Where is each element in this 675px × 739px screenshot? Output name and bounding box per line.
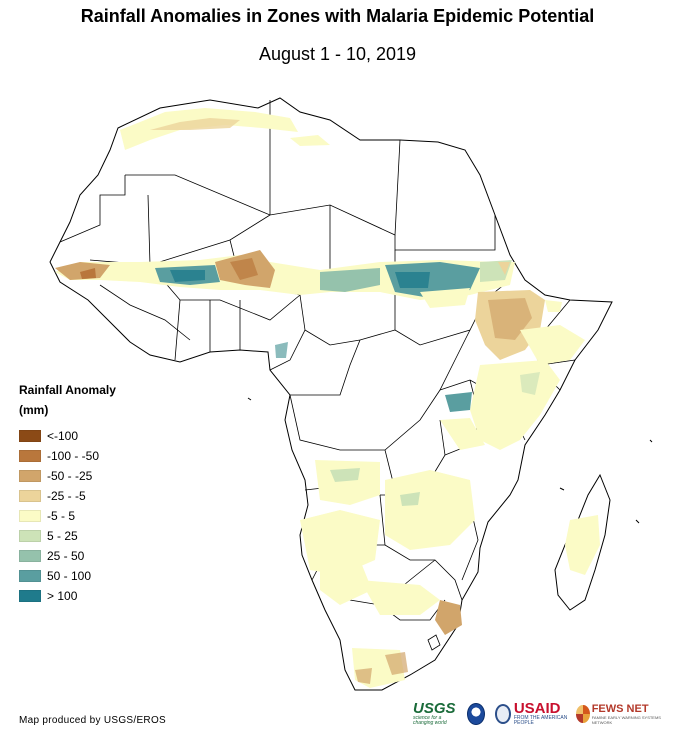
legend-item: > 100 — [19, 586, 116, 606]
fewsnet-logo: FEWS NET FAMINE EARLY WARNING SYSTEMS NE… — [591, 702, 661, 725]
legend-item: 25 - 50 — [19, 546, 116, 566]
legend-item: -50 - -25 — [19, 466, 116, 486]
legend-swatch — [19, 550, 41, 562]
africa-outline — [49, 97, 613, 691]
legend-item: 50 - 100 — [19, 566, 116, 586]
legend-label: 25 - 50 — [47, 549, 85, 563]
fewsnet-tagline: FAMINE EARLY WARNING SYSTEMS NETWORK — [591, 714, 661, 725]
noaa-seal-icon — [467, 703, 485, 725]
legend-items: <-100 -100 - -50 -50 - -25 -25 - -5 -5 - 5 5 … — [19, 426, 116, 606]
legend-label: 50 - 100 — [47, 569, 92, 583]
legend-label: -25 - -5 — [47, 489, 86, 503]
fewsnet-emblem-icon — [575, 705, 590, 723]
legend-swatch — [19, 430, 41, 442]
legend-swatch — [19, 590, 41, 602]
map-credit: Map produced by USGS/EROS — [19, 715, 167, 726]
legend-item: -100 - -50 — [19, 446, 116, 466]
legend-swatch — [19, 450, 41, 462]
usaid-seal-icon — [494, 704, 511, 724]
fewsnet-logo-text: FEWS NET — [591, 702, 649, 715]
island-outline — [247, 397, 653, 524]
map-title: Rainfall Anomalies in Zones with Malaria… — [80, 6, 595, 26]
partner-logos: USGS science for a changing world USAID … — [413, 700, 661, 728]
legend-swatch — [19, 490, 41, 502]
usgs-logo-text: USGS — [413, 700, 456, 717]
legend-label: 5 - 25 — [47, 529, 78, 543]
usaid-logo-text: USAID — [513, 700, 561, 717]
map-legend: Rainfall Anomaly (mm) <-100 -100 - -50 -50… — [19, 380, 116, 606]
legend-title: Rainfall Anomaly — [19, 383, 116, 397]
usaid-logo: USAID FROM THE AMERICAN PEOPLE — [513, 700, 571, 726]
legend-label: <-100 — [47, 429, 79, 443]
legend-label: -5 - 5 — [47, 509, 76, 523]
legend-swatch — [19, 510, 41, 522]
legend-swatch — [19, 470, 41, 482]
legend-swatch — [19, 570, 41, 582]
legend-units: (mm) — [19, 403, 49, 417]
usgs-tagline: science for a changing world — [413, 715, 447, 726]
legend-swatch — [19, 530, 41, 542]
usaid-tagline: FROM THE AMERICAN PEOPLE — [513, 715, 568, 726]
legend-label: > 100 — [47, 589, 78, 603]
legend-item: <-100 — [19, 426, 116, 446]
rainfall-anomaly-raster — [55, 108, 600, 688]
legend-item: -25 - -5 — [19, 486, 116, 506]
legend-item: 5 - 25 — [19, 526, 116, 546]
legend-item: -5 - 5 — [19, 506, 116, 526]
map-date-range: August 1 - 10, 2019 — [258, 44, 417, 64]
legend-label: -100 - -50 — [47, 449, 100, 463]
legend-label: -50 - -25 — [47, 469, 93, 483]
usgs-logo: USGS science for a changing world — [413, 700, 461, 726]
